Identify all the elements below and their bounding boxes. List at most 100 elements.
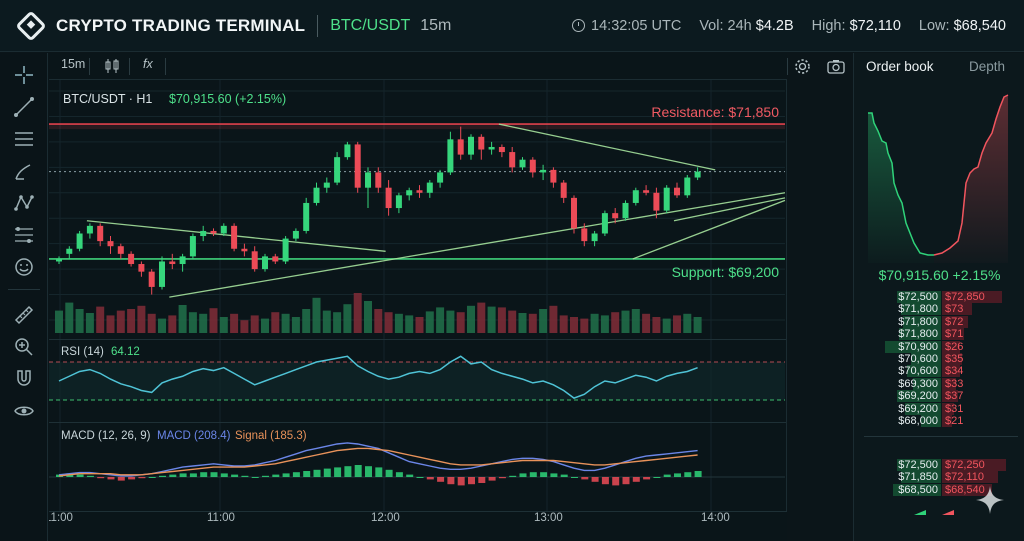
volume-bar [436,307,445,333]
orderbook-row[interactable]: $71,800 $72 [864,315,1018,328]
candle-body [468,136,474,155]
high-label: High: [811,18,846,34]
volume-bar [580,318,589,333]
candle-body [674,187,680,196]
orderbook-row[interactable]: $69,200 $31 [864,402,1018,415]
candle-body [169,261,176,265]
time-tick-label: 14:00 [701,512,730,524]
gear-icon[interactable] [794,58,811,80]
zoom-icon[interactable] [12,335,36,359]
clock-readout: 14:32:05 UTC [572,18,681,34]
tool-divider [8,289,40,290]
candle-body [385,187,392,209]
volume-bar [281,313,290,333]
macd-signal-label: Signal (185.3) [235,430,307,442]
candle-body [313,187,320,203]
candle-type-icon[interactable] [105,58,119,77]
candle-body [426,182,433,193]
orderbook-row[interactable]: $69,200 $37 [864,390,1018,403]
divider [129,58,130,75]
ask-depth-bar [942,414,952,427]
eye-icon[interactable] [12,399,36,423]
orderbook-row[interactable]: $68,000 $21 [864,414,1018,427]
orderbook-row[interactable]: $70,600 $34 [864,365,1018,378]
tab-depth[interactable]: Depth [969,59,1006,74]
ask-price: $72,850 [945,291,985,303]
macd-histogram-bar [262,475,269,477]
app-logo-icon [15,9,47,42]
macd-histogram-bar [684,472,692,477]
ask-price: $33 [945,377,964,390]
indicators-button[interactable]: fx [143,57,153,71]
pattern-icon[interactable] [12,191,36,215]
volume-bar [106,315,115,333]
volume-bar [425,311,434,333]
orderbook-table-2: $72,500 $72,250 $71,850 $72,110 $68,500 $68,5… [864,459,1018,496]
crosshair-icon[interactable] [12,63,36,87]
chart-canvas[interactable]: Resistance: $71,850 Support: $69,200 RSI … [49,53,787,541]
magnet-icon[interactable] [12,367,36,391]
orderbook-row[interactable]: $72,500 $72,250 [864,459,1018,471]
ruler-icon[interactable] [12,303,36,327]
macd-histogram-bar [581,477,589,480]
macd-histogram-bar [457,477,465,486]
interval-button[interactable]: 15m [61,57,86,71]
macd-histogram-bar [323,468,331,477]
candle-body [200,230,207,237]
bid-price: $72,500 [898,291,938,303]
camera-icon[interactable] [827,59,845,79]
ask-price: $37 [945,390,964,403]
orderbook-row[interactable]: $69,300 $33 [864,377,1018,390]
drawing-toolbar [0,53,48,541]
macd-histogram-bar [272,474,280,477]
macd-histogram-bar [550,473,558,477]
ask-price: $73 [945,303,964,316]
bid-depth-bar [897,291,941,303]
ask-depth-bar [942,402,954,415]
volume-bar [600,315,609,333]
volume-bar [137,305,146,333]
orderbook-row[interactable]: $71,800 $71 [864,328,1018,341]
volume-bar [240,320,249,333]
app-title: CRYPTO TRADING TERMINAL [56,15,306,35]
low-stat: Low: $68,540 [919,18,1006,34]
trend-line-icon[interactable] [12,95,36,119]
volume-bar [518,313,527,333]
ask-price: $72,110 [945,471,984,484]
emoji-icon[interactable] [12,255,36,279]
candle-body [117,246,124,254]
orderbook-row[interactable]: $70,900 $26 [864,340,1018,353]
macd-histogram-bar [189,473,197,477]
brush-icon[interactable] [12,159,36,183]
fib-icon[interactable] [12,223,36,247]
depth-chart [868,94,1009,263]
ask-price: $31 [945,402,964,415]
orderbook-row[interactable]: $72,500 $72,850 [864,291,1018,303]
volume-bar [188,312,197,333]
pair-selector[interactable]: BTC/USDT [330,16,411,34]
candle-body [323,182,330,188]
time-tick-label: 12:00 [371,512,400,524]
horizontal-lines-icon[interactable] [12,127,36,151]
macd-histogram-bar [468,477,475,485]
candle-body [684,177,691,196]
ask-price: $35 [945,352,964,365]
ask-price: $71 [945,328,964,341]
volume-bar [374,309,383,333]
timeframe-selector[interactable]: 15m [420,16,452,34]
macd-histogram-bar [251,477,259,478]
orderbook-row[interactable]: $70,600 $35 [864,352,1018,365]
orderbook-row[interactable]: $71,800 $73 [864,303,1018,316]
tab-order-book[interactable]: Order book [866,59,934,74]
divider [89,58,90,75]
volume-bar [85,313,94,333]
macd-histogram-bar [334,467,342,477]
macd-histogram-bar [375,467,383,477]
volume-bar [456,312,465,333]
volume-bar [528,313,537,333]
orderbook-row[interactable]: $68,500 $68,540 [864,483,1018,496]
volume-bar [333,312,342,333]
bid-price: $69,200 [898,402,938,415]
candle-body [488,146,495,150]
orderbook-row[interactable]: $71,850 $72,110 [864,471,1018,484]
